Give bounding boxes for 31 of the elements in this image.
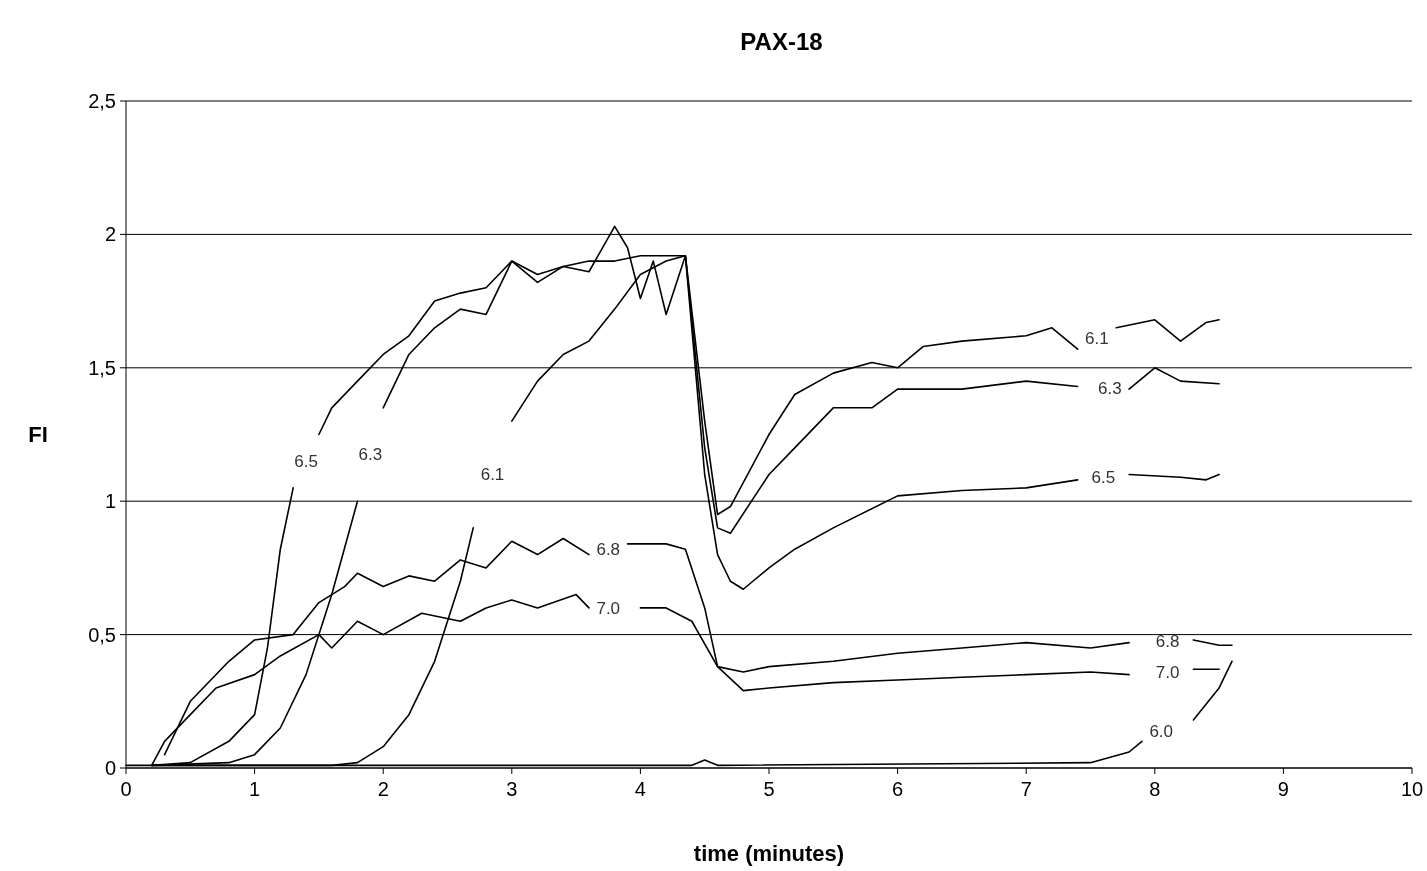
series-label: 6.5 [1091, 468, 1116, 488]
y-tick-label: 2,5 [88, 90, 116, 112]
x-tick-label: 9 [1277, 778, 1289, 800]
text: 6.1 [480, 465, 505, 485]
y-tick-label: 2 [104, 223, 116, 246]
x-tick-label: 5 [763, 778, 775, 800]
x-tick-label: 10 [1400, 778, 1424, 800]
series-label: 6.0 [1149, 721, 1174, 741]
x-tick-label: 3 [506, 778, 518, 800]
chart-title: PAX-18 [740, 28, 823, 55]
y-tick-label: 1 [104, 490, 116, 513]
x-tick-label: 0 [120, 778, 132, 800]
x-tick-label: 6 [892, 778, 904, 800]
x-tick-label: 7 [1020, 778, 1032, 800]
y-tick-label: 0,5 [88, 623, 116, 646]
y-axis-title: FI [28, 422, 48, 448]
series-label: 6.8 [596, 540, 621, 560]
x-tick-label: 4 [634, 778, 646, 800]
y-tick-label: 0 [104, 757, 116, 779]
x-tick-label: 1 [249, 778, 261, 800]
series-label: 7.0 [596, 598, 621, 618]
text: 6.3 [358, 445, 383, 465]
x-tick-label: 2 [377, 778, 389, 800]
text: 6.8 [1155, 632, 1180, 652]
y-tick-label: 1,5 [88, 356, 116, 379]
series-label: 6.3 [1097, 378, 1122, 398]
series-label: 6.1 [1085, 329, 1109, 349]
text: 6.5 [294, 452, 318, 472]
x-tick-label: 8 [1149, 778, 1161, 800]
x-axis-title: time (minutes) [693, 841, 845, 866]
text: 7.0 [1155, 662, 1180, 682]
